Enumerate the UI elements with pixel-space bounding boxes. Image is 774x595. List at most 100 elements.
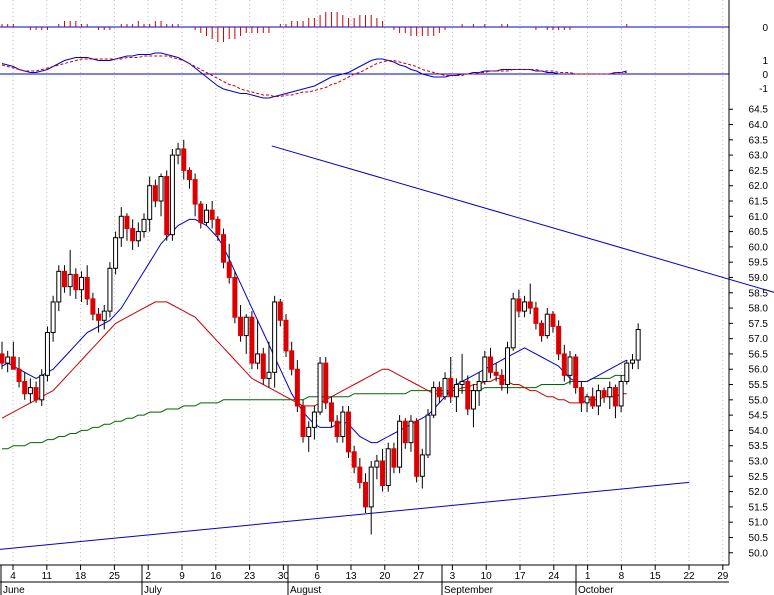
candle-body [107,267,113,312]
candle [101,305,107,330]
candle-body [618,380,624,407]
candle [363,473,369,513]
price-tick-label: 64.5 [749,105,769,116]
candle-body [516,298,522,312]
macd-tick-label: 1 [762,56,768,67]
day-tick-label: 27 [413,571,425,582]
candle [164,170,170,241]
candle-body [221,234,227,263]
candle-body [351,451,357,468]
candle [618,375,624,413]
day-tick-label: 11 [42,571,53,582]
candle-body [209,209,215,220]
day-tick-label: 10 [481,571,493,582]
trendline [271,145,774,293]
candle [499,369,505,391]
candle-body [124,215,130,230]
candle [16,357,22,388]
candle-body [601,390,607,398]
day-tick-label: 23 [244,571,256,582]
candle [510,292,516,351]
candle-body [203,209,209,223]
candle-body [27,387,33,395]
candle [419,448,425,489]
candle-body [300,405,306,438]
candle [249,311,255,370]
candle [221,228,227,269]
candle [436,381,442,403]
candle-body [522,301,528,312]
candle-body [141,218,147,233]
histogram-tick-label: 0 [762,23,768,34]
candle-body [283,319,289,352]
candle [607,381,613,409]
price-tick-label: 51.0 [749,518,769,529]
candle-body [181,148,187,171]
candle-body [39,374,45,401]
candle-body [374,460,380,468]
price-tick-label: 58.0 [749,304,769,315]
candle [351,445,357,474]
candle-body [215,218,221,236]
candle-body [135,231,141,242]
candle [590,387,596,409]
candle [453,378,459,413]
candle [374,454,380,480]
candle [414,418,420,483]
candle-body [10,356,16,370]
candle [243,314,249,354]
candle-body [198,203,204,223]
sma-long-line [2,374,627,450]
price-tick-label: 62.5 [749,166,769,177]
candle [476,372,482,406]
candle-body [357,466,363,483]
candle-body [465,380,471,410]
candle-body [499,374,505,386]
candle [90,292,96,321]
price-tick-label: 63.5 [749,135,769,146]
candle [147,176,153,232]
price-tick-label: 56.0 [749,365,769,376]
price-tick-label: 50.5 [749,533,769,544]
candle [73,268,79,299]
candle [317,357,323,416]
candle [612,384,618,419]
candle [345,405,351,458]
candle-body [595,390,601,407]
candle [294,360,300,413]
candle-body [539,322,545,337]
day-tick-label: 20 [379,571,391,582]
candle-body [186,169,192,181]
candle-body [527,301,533,309]
candle [408,415,414,452]
candle-body [16,368,22,382]
candle [397,415,403,474]
price-tick-label: 61.0 [749,212,769,223]
candle-body [238,316,244,337]
price-tick-label: 54.0 [749,426,769,437]
price-tick-label: 57.0 [749,334,769,345]
candle [459,353,465,394]
month-label: October [578,585,614,595]
candle-body [164,176,170,236]
candle-body [272,301,278,373]
candle-body [624,362,630,382]
candle-body [33,387,39,401]
candle [61,265,67,293]
candle [56,265,62,312]
candle-body [147,185,153,220]
candle-body [629,359,635,364]
candle-body [448,377,454,398]
candle [135,222,141,247]
candle-body [391,448,397,468]
candle-body [533,307,539,324]
candle-body [158,176,164,202]
axes [0,0,733,595]
candle-body [169,154,175,236]
day-tick-label: 24 [548,571,560,582]
candle-body [402,420,408,444]
candle [44,326,50,382]
candle [152,179,158,208]
month-label: June [3,585,25,595]
